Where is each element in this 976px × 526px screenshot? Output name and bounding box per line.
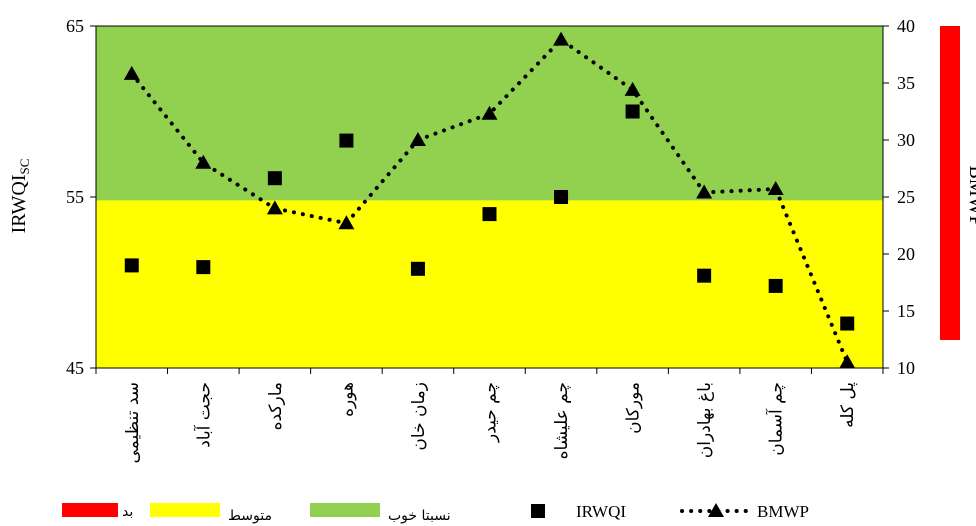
irwqi-point [339, 133, 354, 148]
left-tick-label: 55 [66, 187, 84, 207]
legend-swatch-good [310, 503, 380, 517]
left-axis-title: IRWQISC [8, 159, 32, 234]
right-tick-label: 15 [897, 301, 915, 321]
irwqi-point [840, 316, 855, 331]
x-category-label: مارکده [266, 382, 286, 430]
x-category-label: چم آسمان [765, 382, 787, 456]
bmwp-series [123, 31, 856, 369]
right-tick-label: 40 [897, 16, 915, 36]
legend-marker-irwqi [531, 504, 545, 518]
x-axis: سد تنظیمی حجت آباد مارکده هوره زمان خان چم حی… [95, 368, 884, 464]
bmwp-point [553, 31, 570, 46]
irwqi-point [625, 104, 640, 119]
legend-label-bad: بد [122, 504, 133, 520]
bmwp-point [338, 215, 355, 230]
legend-label-good: نسبتا خوب [388, 508, 451, 524]
left-tick-label: 45 [66, 358, 84, 378]
bmwp-point [266, 200, 283, 215]
x-category-label: زمان خان [409, 382, 429, 451]
legend-swatch-medium [150, 503, 220, 517]
irwqi-point [697, 268, 712, 283]
irwqi-series [124, 104, 855, 331]
legend-label-bmwp: BMWP [757, 502, 809, 521]
right-y-axis: 10 15 20 25 30 35 40 [883, 16, 915, 378]
x-category-label: چم حیدر [481, 382, 501, 443]
x-category-label: چم علیشاه [552, 382, 572, 459]
band-1 [96, 200, 883, 368]
right-tick-label: 30 [897, 130, 915, 150]
right-tick-label: 35 [897, 73, 915, 93]
bmwp-point [696, 184, 713, 199]
bmwp-point [123, 65, 140, 80]
irwqi-point [196, 260, 211, 275]
x-category-label: هوره [337, 382, 357, 417]
bmwp-point [839, 354, 856, 369]
bmwp-point [409, 132, 426, 146]
irwqi-point [267, 171, 282, 186]
legend: بد متوسط نسبتا خوب IRWQI BMWP [62, 502, 809, 524]
legend-label-irwqi: IRWQI [576, 502, 626, 521]
bmwp-point [767, 181, 784, 196]
right-tick-label: 20 [897, 244, 915, 264]
quality-bands [96, 26, 883, 368]
legend-label-medium: متوسط [228, 508, 272, 524]
x-category-label: مورکان [624, 382, 644, 434]
bmwp-point [624, 81, 641, 96]
side-band-bad [940, 26, 960, 340]
right-tick-label: 10 [897, 358, 915, 378]
x-category-label: حجت آباد [192, 382, 214, 448]
legend-swatch-bad [62, 503, 118, 517]
irwqi-point [554, 190, 569, 204]
right-tick-label: 25 [897, 187, 915, 207]
right-axis-title: BMWP [965, 165, 976, 226]
bmwp-point [481, 105, 498, 120]
irwqi-point [482, 207, 497, 222]
irwqi-point [124, 258, 139, 273]
legend-marker-bmwp [708, 503, 724, 517]
irwqi-point [768, 278, 783, 293]
left-tick-label: 65 [66, 16, 84, 36]
x-category-label: باغ بهادران [695, 382, 715, 458]
irwqi-point [410, 261, 425, 276]
bmwp-point [195, 154, 212, 169]
x-category-label: پل کله [838, 382, 858, 428]
x-category-label: سد تنظیمی [123, 382, 143, 464]
left-y-axis: 45 55 65 [66, 16, 96, 378]
